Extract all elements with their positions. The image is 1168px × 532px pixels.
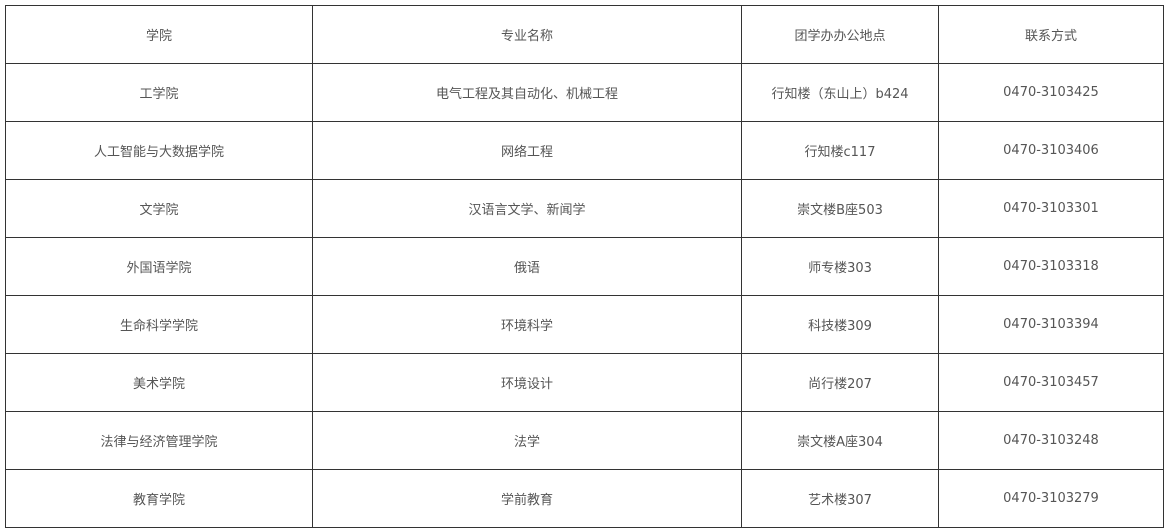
table-cell: 外国语学院 <box>5 237 313 296</box>
table-cell: 崇文楼A座304 <box>741 411 939 470</box>
table-cell: 0470-3103425 <box>938 63 1164 122</box>
table-row: 工学院 电气工程及其自动化、机械工程 行知楼（东山上）b424 0470-310342… <box>5 63 1164 122</box>
table-cell: 汉语言文学、新闻学 <box>312 179 742 238</box>
table-cell: 生命科学学院 <box>5 295 313 354</box>
table-cell: 师专楼303 <box>741 237 939 296</box>
table-row: 教育学院 学前教育 艺术楼307 0470-3103279 <box>5 469 1164 528</box>
table-row: 人工智能与大数据学院 网络工程 行知楼c117 0470-3103406 <box>5 121 1164 180</box>
table-row: 外国语学院 俄语 师专楼303 0470-3103318 <box>5 237 1164 296</box>
header-cell: 联系方式 <box>938 5 1164 64</box>
table-cell: 0470-3103248 <box>938 411 1164 470</box>
header-row: 学院 专业名称 团学办办公地点 联系方式 <box>5 5 1164 64</box>
table-cell: 行知楼（东山上）b424 <box>741 63 939 122</box>
table-row: 美术学院 环境设计 尚行楼207 0470-3103457 <box>5 353 1164 412</box>
table-cell: 环境设计 <box>312 353 742 412</box>
table-row: 文学院 汉语言文学、新闻学 崇文楼B座503 0470-3103301 <box>5 179 1164 238</box>
table-cell: 学前教育 <box>312 469 742 528</box>
table-cell: 工学院 <box>5 63 313 122</box>
table-row: 法律与经济管理学院 法学 崇文楼A座304 0470-3103248 <box>5 411 1164 470</box>
table-cell: 法律与经济管理学院 <box>5 411 313 470</box>
table-cell: 0470-3103318 <box>938 237 1164 296</box>
table-cell: 行知楼c117 <box>741 121 939 180</box>
contact-table: 学院 专业名称 团学办办公地点 联系方式 工学院 电气工程及其自动化、机械工程 行知… <box>5 5 1164 528</box>
table-row: 生命科学学院 环境科学 科技楼309 0470-3103394 <box>5 295 1164 354</box>
table-cell: 0470-3103457 <box>938 353 1164 412</box>
table-cell: 教育学院 <box>5 469 313 528</box>
table-cell: 美术学院 <box>5 353 313 412</box>
table-cell: 崇文楼B座503 <box>741 179 939 238</box>
table-cell: 电气工程及其自动化、机械工程 <box>312 63 742 122</box>
header-cell: 团学办办公地点 <box>741 5 939 64</box>
table-cell: 环境科学 <box>312 295 742 354</box>
header-cell: 专业名称 <box>312 5 742 64</box>
table-cell: 文学院 <box>5 179 313 238</box>
table-cell: 尚行楼207 <box>741 353 939 412</box>
table-cell: 0470-3103301 <box>938 179 1164 238</box>
table-cell: 人工智能与大数据学院 <box>5 121 313 180</box>
table-body: 工学院 电气工程及其自动化、机械工程 行知楼（东山上）b424 0470-310342… <box>5 63 1164 528</box>
table-cell: 0470-3103279 <box>938 469 1164 528</box>
table-cell: 0470-3103394 <box>938 295 1164 354</box>
table-cell: 艺术楼307 <box>741 469 939 528</box>
table-cell: 网络工程 <box>312 121 742 180</box>
header-cell: 学院 <box>5 5 313 64</box>
table-cell: 0470-3103406 <box>938 121 1164 180</box>
table-cell: 科技楼309 <box>741 295 939 354</box>
table-cell: 法学 <box>312 411 742 470</box>
table-cell: 俄语 <box>312 237 742 296</box>
